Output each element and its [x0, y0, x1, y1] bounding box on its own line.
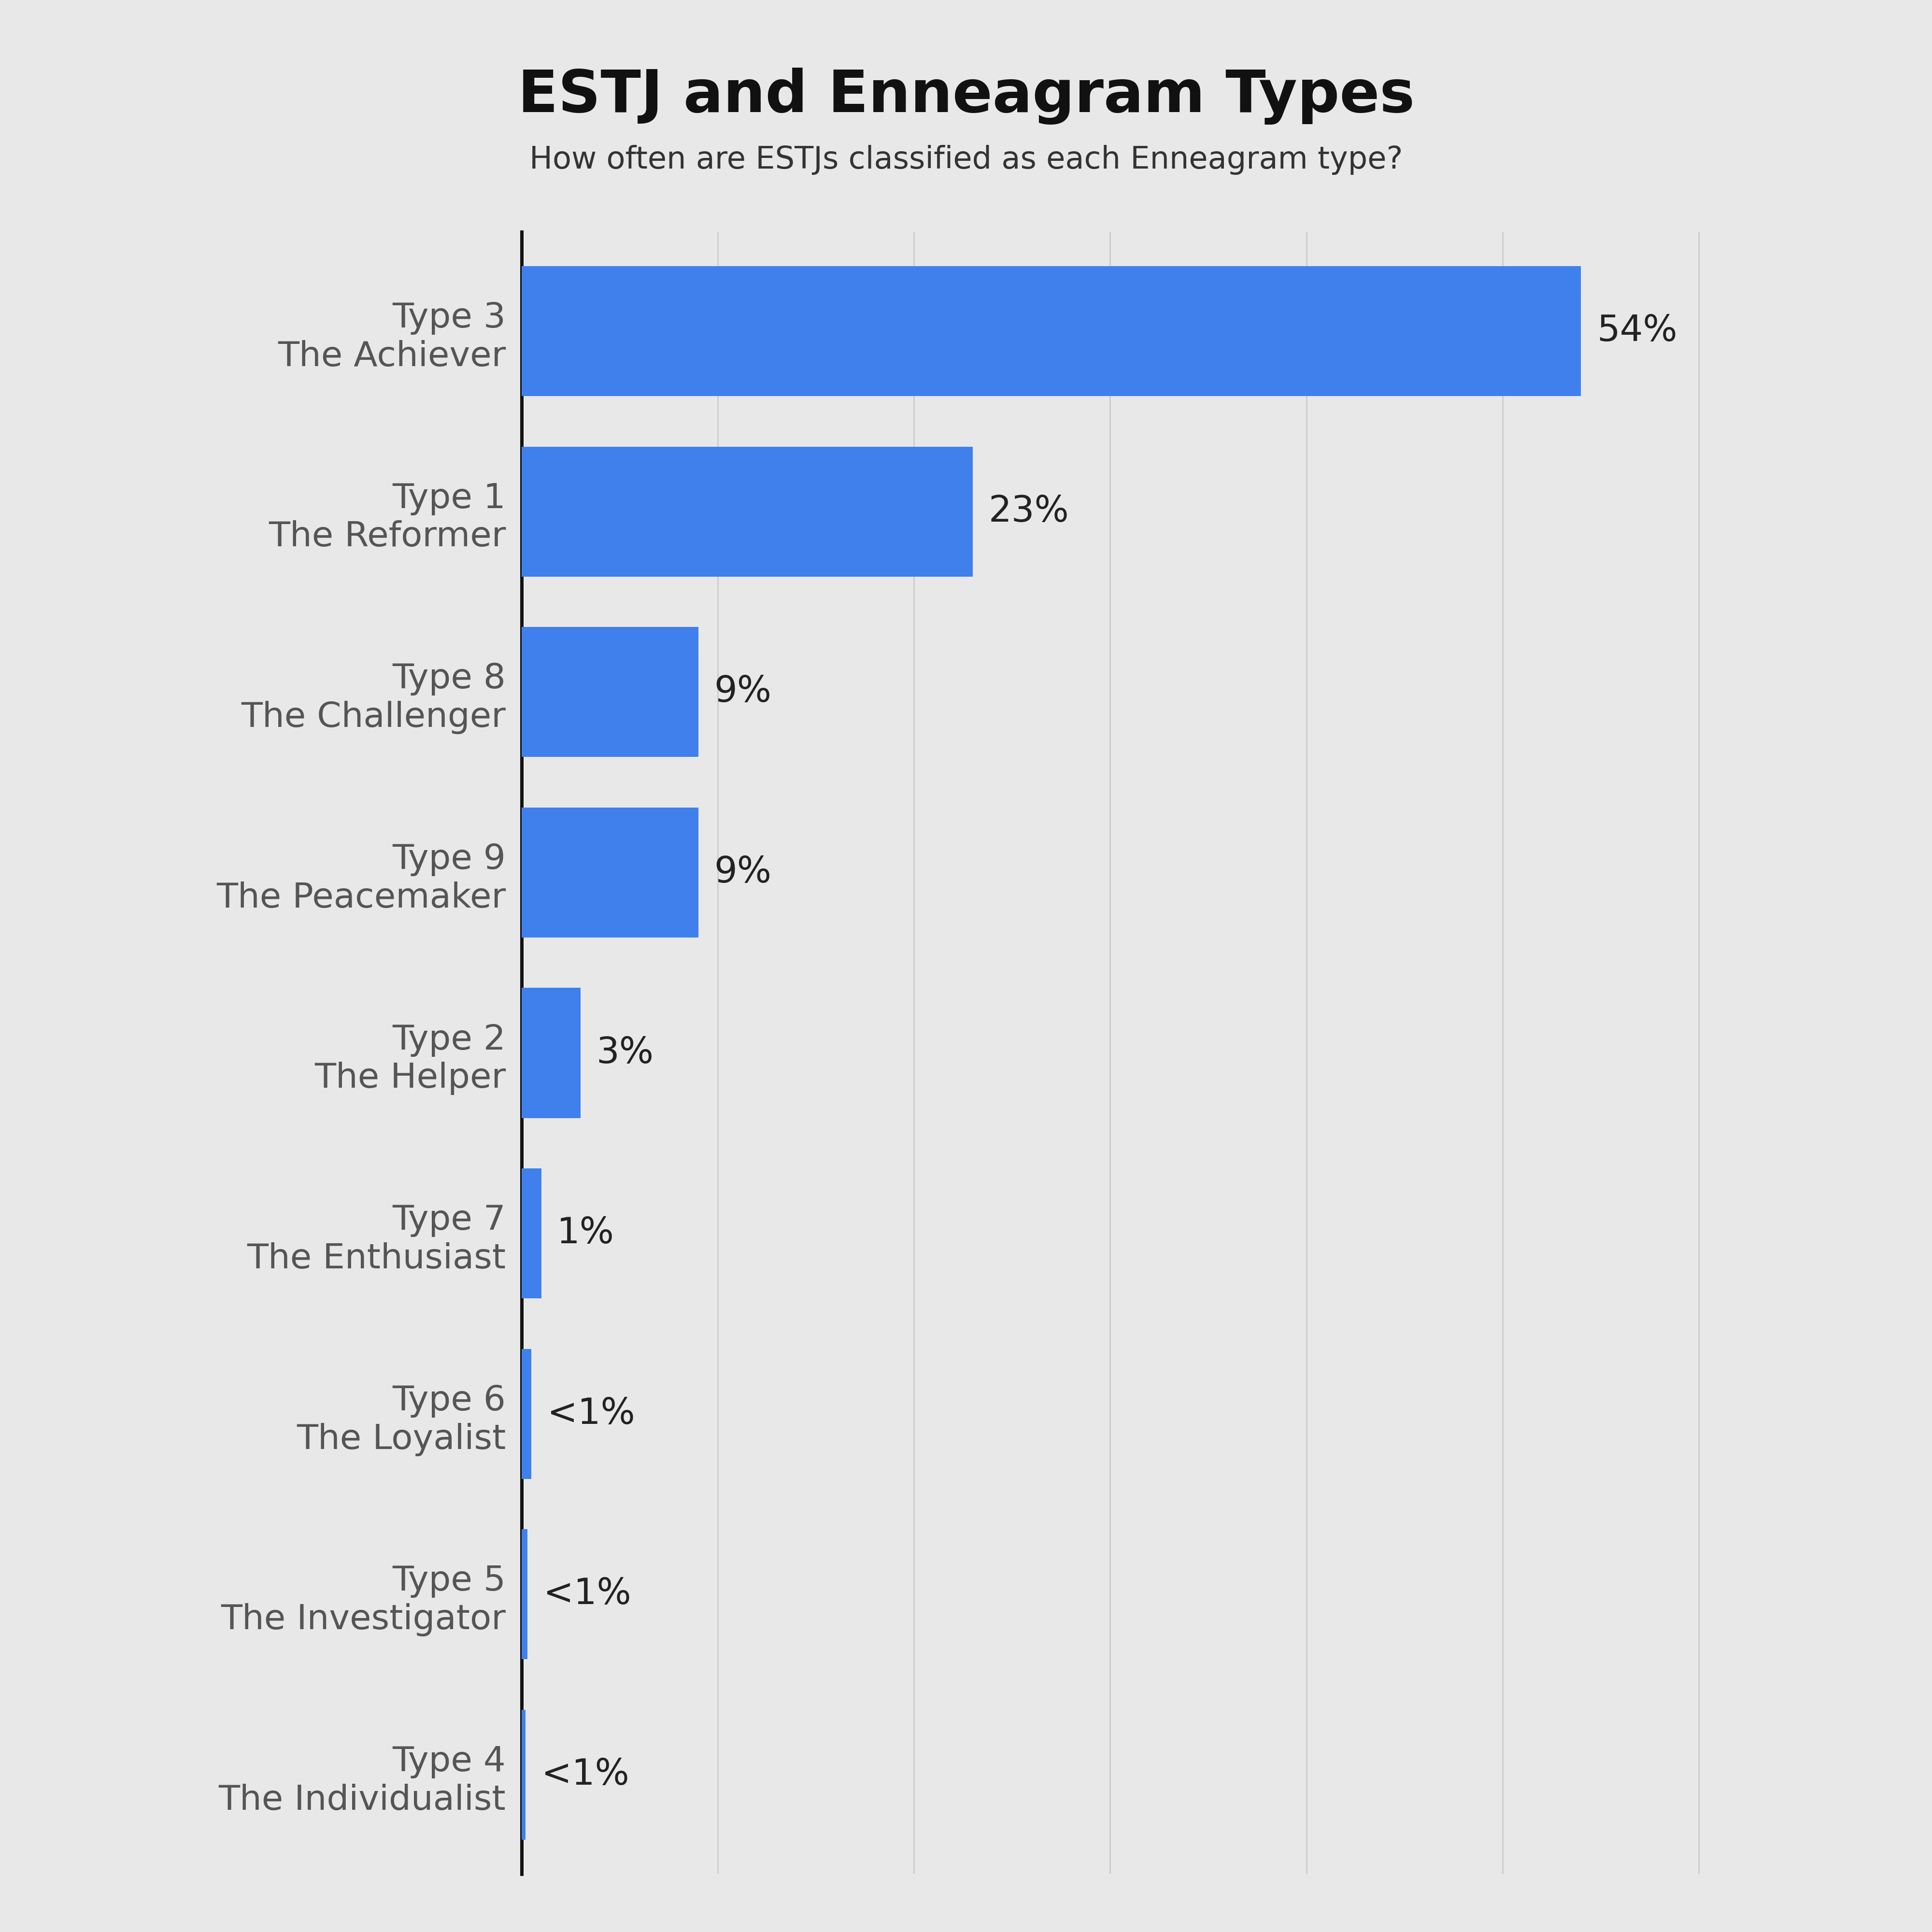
Text: <1%: <1%: [541, 1758, 630, 1793]
Text: 1%: 1%: [556, 1215, 614, 1252]
Text: 54%: 54%: [1596, 313, 1677, 348]
Bar: [522, 446, 974, 576]
Text: ESTJ and Enneagram Types: ESTJ and Enneagram Types: [518, 68, 1414, 124]
Text: <1%: <1%: [543, 1577, 632, 1611]
Bar: [522, 628, 697, 757]
Bar: [522, 1349, 531, 1478]
Text: <1%: <1%: [547, 1397, 636, 1432]
Bar: [522, 1530, 527, 1660]
Text: How often are ESTJs classified as each Enneagram type?: How often are ESTJs classified as each E…: [529, 145, 1403, 176]
Bar: [522, 808, 697, 937]
Bar: [522, 267, 1580, 396]
Text: 23%: 23%: [989, 495, 1068, 529]
Text: 9%: 9%: [715, 674, 771, 709]
Text: 3%: 3%: [597, 1036, 653, 1070]
Bar: [522, 1710, 526, 1839]
Bar: [522, 987, 580, 1119]
Bar: [522, 1169, 541, 1298]
Text: 9%: 9%: [715, 854, 771, 891]
